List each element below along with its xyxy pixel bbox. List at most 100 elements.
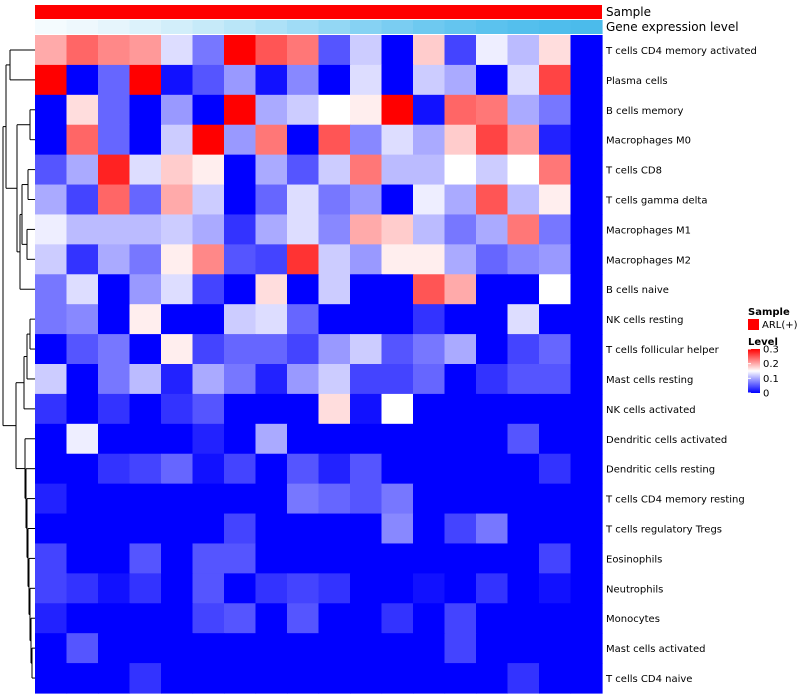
heatmap-cell [570,603,603,634]
heatmap-cell [161,573,194,604]
heatmap-cell [570,423,603,455]
heatmap-cell [413,64,446,96]
heatmap-cell [98,364,131,395]
heatmap-cell [98,35,131,66]
heatmap-cell [66,304,99,335]
heatmap-cell [98,244,131,275]
heatmap-cell [129,35,162,66]
heatmap-cell [318,393,351,425]
heatmap-cell [570,304,603,335]
heatmap-cell [318,124,351,156]
row-label: NK cells activated [606,405,696,416]
heatmap-cell [129,274,162,305]
heatmap-cell [413,184,446,216]
legend-sample-swatch [748,319,759,330]
heatmap-cell [98,334,131,365]
heatmap-cell [413,35,446,66]
heatmap-cell [318,573,351,604]
heatmap-cell [507,483,540,515]
heatmap-cell [66,513,99,545]
row-label: Monocytes [606,614,660,625]
heatmap-cell [192,94,225,126]
heatmap-cell [287,543,320,574]
heatmap-cell [444,543,477,574]
heatmap-cell [255,35,288,66]
heatmap-cell [287,334,320,365]
heatmap-cell [476,633,509,664]
heatmap-cell [287,64,320,96]
heatmap-cell [129,483,162,515]
heatmap-cell [161,423,194,455]
heatmap-cell [255,603,288,634]
heatmap-cell [161,304,194,335]
heatmap-cell [35,393,68,425]
heatmap-cell [413,423,446,455]
heatmap-cell [570,35,603,66]
heatmap-cell [161,184,194,216]
heatmap-cell [476,573,509,604]
heatmap-cell [98,453,131,485]
heatmap-cell [129,663,162,694]
heatmap-cell [476,483,509,515]
heatmap-cell [192,184,225,216]
heatmap-cell [224,483,257,515]
heatmap-cell [413,244,446,275]
heatmap-cell [381,513,414,545]
heatmap-cell [570,393,603,425]
expression-track-cell [444,20,477,34]
heatmap-cell [444,334,477,365]
row-label: B cells naive [606,285,669,296]
heatmap-cell [507,244,540,275]
heatmap-cell [570,124,603,156]
legend-color-bar [748,349,760,393]
heatmap-cell [161,334,194,365]
heatmap-cell [161,64,194,96]
heatmap-cell [192,393,225,425]
heatmap-cell [413,663,446,694]
heatmap-cell [255,423,288,455]
heatmap-cell [161,453,194,485]
heatmap-cell [444,304,477,335]
heatmap-cell [539,663,572,694]
heatmap-cell [224,423,257,455]
heatmap-cell [350,214,383,245]
heatmap-cell [413,603,446,634]
heatmap-cell [35,184,68,216]
heatmap-cell [350,393,383,425]
expression-track-cell [98,20,131,34]
heatmap-cell [413,633,446,664]
heatmap-cell [539,304,572,335]
heatmap-cell [161,603,194,634]
heatmap-cell [444,603,477,634]
heatmap-cell [413,214,446,245]
heatmap-cell [381,364,414,395]
heatmap-cell [350,64,383,96]
heatmap-cell [413,304,446,335]
heatmap-cell [318,35,351,66]
legend-ticks: 0.3 0.2 0.1 0 [748,345,779,400]
heatmap-cell [444,214,477,245]
expression-track-cell [224,20,257,34]
heatmap-cell [66,214,99,245]
heatmap-cell [98,483,131,515]
heatmap-cell [507,124,540,156]
heatmap-cell [539,483,572,515]
row-label: Neutrophils [606,584,663,595]
heatmap-cell [255,124,288,156]
row-label: T cells gamma delta [605,196,707,207]
legend-tick-label: 0 [763,389,769,400]
heatmap-cell [570,633,603,664]
heatmap-cell [413,364,446,395]
heatmap-cell [161,124,194,156]
legend-level-title: Level [748,337,778,348]
heatmap-cell [350,513,383,545]
heatmap-cell [255,483,288,515]
heatmap-cell [318,543,351,574]
row-label: T cells CD4 memory activated [605,46,757,57]
heatmap-cell [476,364,509,395]
heatmap-cell [539,184,572,216]
heatmap-cell [287,214,320,245]
heatmap-cell [350,423,383,455]
heatmap-cell [350,663,383,694]
